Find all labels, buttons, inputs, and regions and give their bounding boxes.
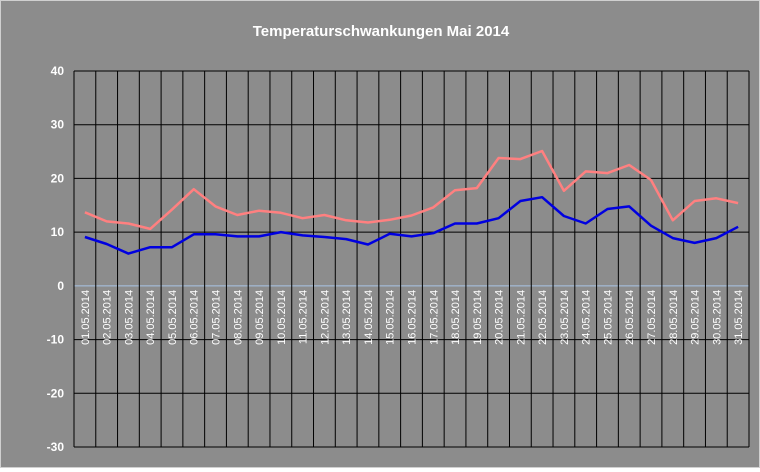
x-tick-label: 12.05.2014	[319, 290, 331, 345]
x-tick-label: 10.05.2014	[276, 290, 288, 345]
y-tick-label: -10	[47, 333, 65, 347]
series-line-lower	[84, 195, 739, 255]
x-tick-label: 29.05.2014	[690, 290, 702, 345]
series-line-upper	[84, 149, 739, 231]
x-tick-label: 03.05.2014	[123, 290, 135, 345]
x-tick-label: 25.05.2014	[602, 290, 614, 345]
y-tick-label: 0	[57, 279, 64, 293]
x-tick-label: 08.05.2014	[232, 290, 244, 345]
x-tick-label: 11.05.2014	[298, 290, 310, 344]
series-lines	[84, 149, 739, 255]
x-tick-label: 30.05.2014	[711, 290, 723, 345]
chart-title: Temperaturschwankungen Mai 2014	[253, 23, 510, 40]
x-tick-label: 17.05.2014	[428, 290, 440, 345]
x-tick-label: 20.05.2014	[494, 290, 506, 345]
y-tick-label: 10	[51, 225, 65, 239]
y-tick-label: 20	[51, 171, 65, 185]
x-tick-label: 21.05.2014	[515, 290, 527, 345]
x-tick-label: 14.05.2014	[363, 290, 375, 345]
x-tick-label: 07.05.2014	[211, 290, 223, 345]
x-tick-label: 18.05.2014	[450, 290, 462, 345]
x-tick-label: 26.05.2014	[624, 290, 636, 345]
x-tick-label: 22.05.2014	[537, 290, 549, 345]
x-tick-label: 28.05.2014	[668, 290, 680, 345]
x-tick-label: 09.05.2014	[254, 290, 266, 345]
x-tick-label: 02.05.2014	[102, 290, 114, 345]
x-tick-label: 24.05.2014	[581, 290, 593, 345]
x-tick-label: 19.05.2014	[472, 290, 484, 345]
x-axis-date-labels: 01.05.2014 02.05.2014 03.05.2014 04.05.2014…	[80, 290, 745, 345]
x-tick-label: 31.05.2014	[733, 290, 745, 345]
y-tick-label: -20	[47, 386, 65, 400]
x-tick-label: 06.05.2014	[189, 290, 201, 345]
x-tick-label: 01.05.2014	[80, 290, 92, 345]
x-tick-label: 04.05.2014	[145, 290, 157, 345]
y-tick-label: 40	[51, 64, 65, 78]
y-tick-label: 30	[51, 118, 65, 132]
x-tick-label: 23.05.2014	[559, 290, 571, 345]
x-tick-label: 13.05.2014	[341, 290, 353, 345]
x-tick-label: 15.05.2014	[385, 290, 397, 345]
y-axis-tick-labels: 40 30 20 10 0 -10 -20 -30	[47, 64, 65, 454]
y-tick-label: -30	[47, 440, 65, 454]
grid-lines	[73, 70, 750, 448]
x-tick-label: 16.05.2014	[407, 290, 419, 345]
x-tick-label: 05.05.2014	[167, 290, 179, 345]
x-tick-label: 27.05.2014	[646, 290, 658, 345]
